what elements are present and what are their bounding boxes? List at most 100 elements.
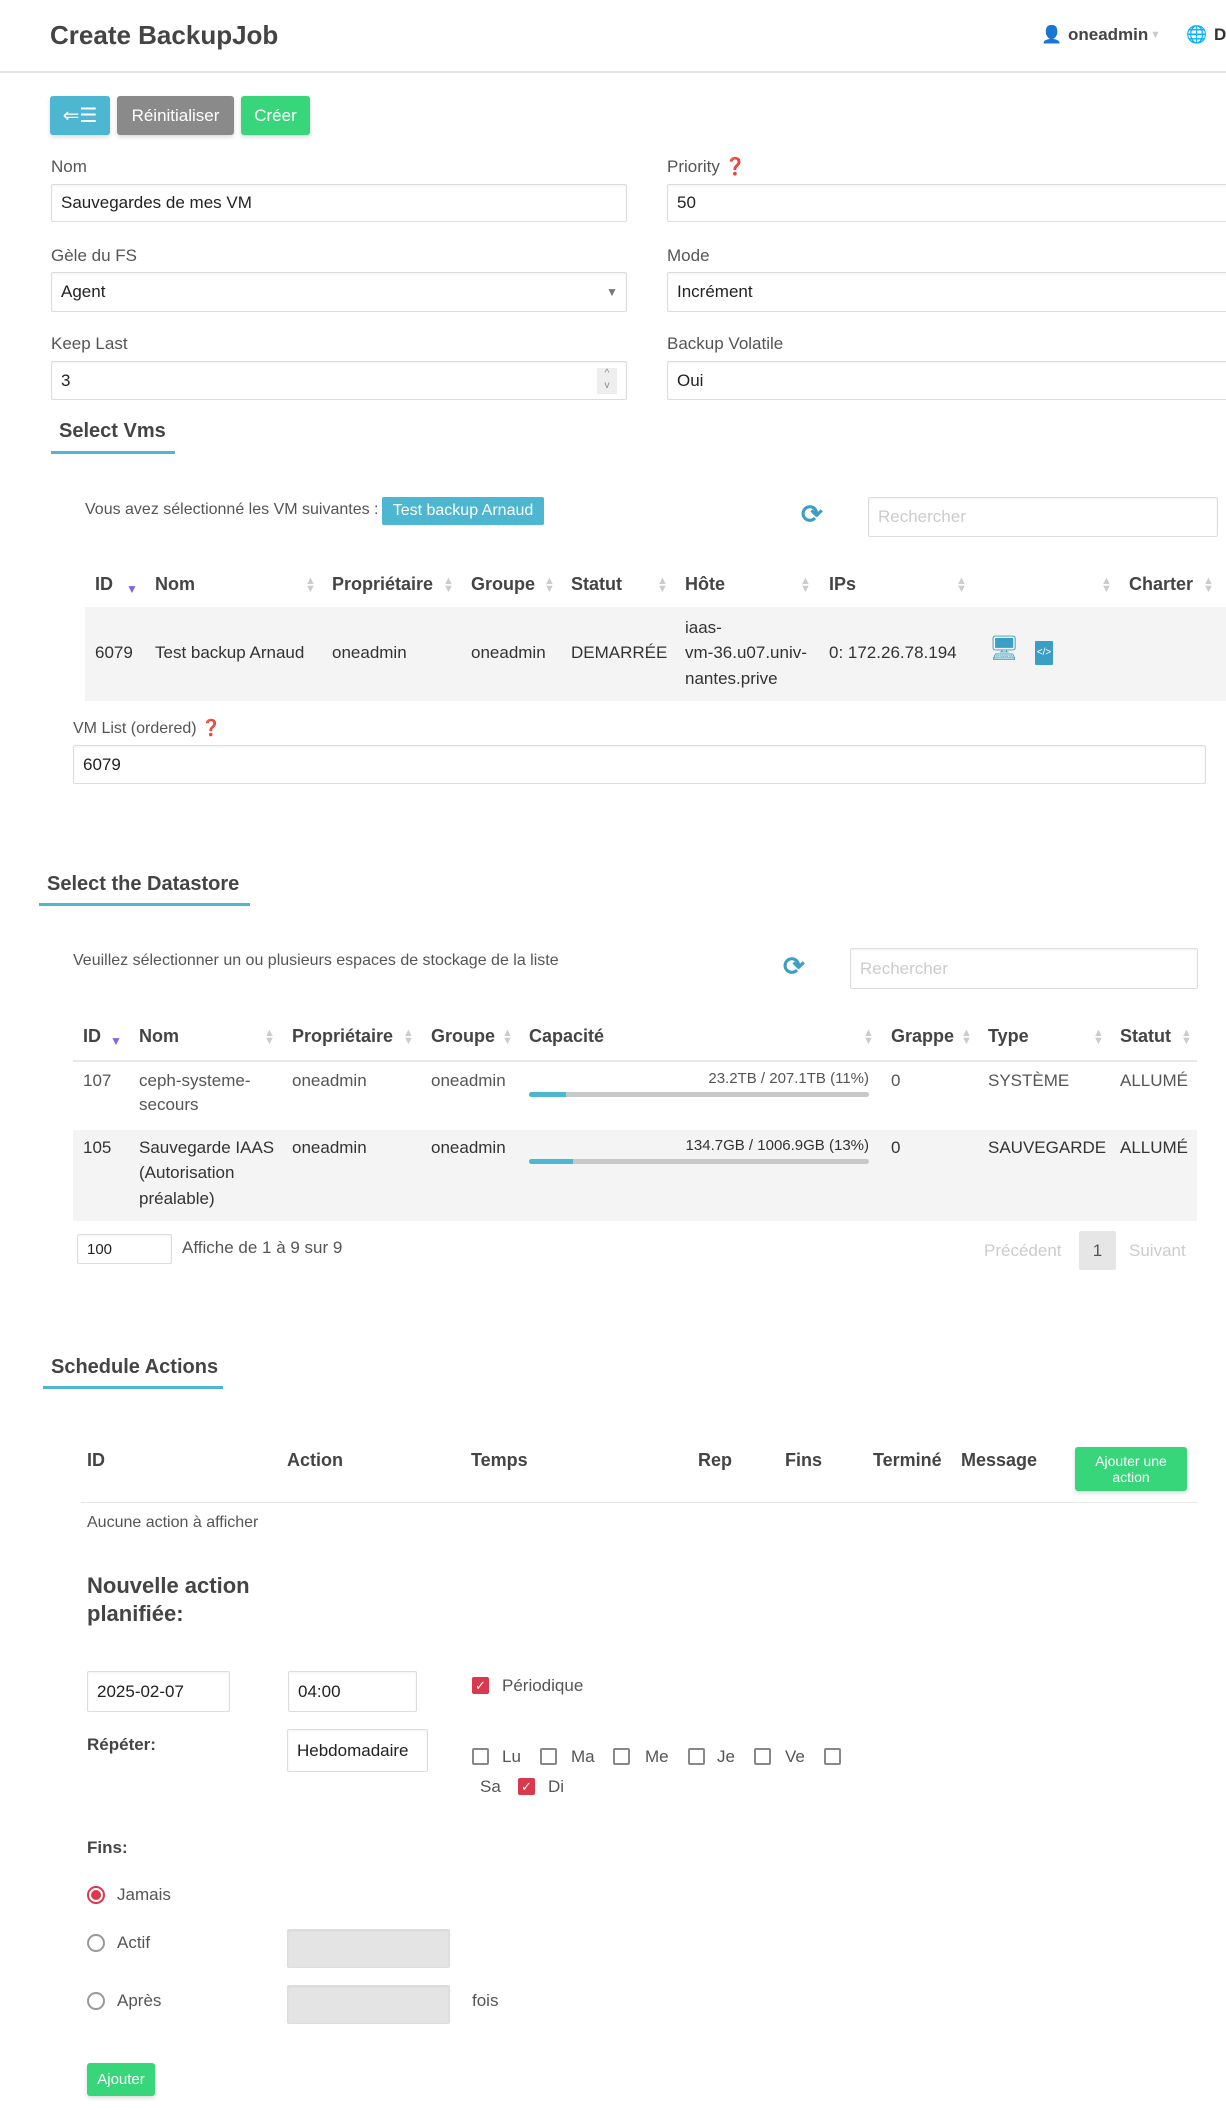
prev-page-button[interactable]: Précédent xyxy=(984,1241,1062,1260)
back-button[interactable]: ⇐☰ xyxy=(50,96,110,135)
help-icon[interactable]: ❓ xyxy=(724,157,746,176)
empty-message: Aucune action à afficher xyxy=(87,1514,259,1531)
section-underline xyxy=(43,1386,223,1389)
vm-list-input[interactable]: 6079 xyxy=(73,745,1206,784)
ds-name-line: préalable) xyxy=(139,1189,215,1208)
refresh-icon[interactable]: ⟳ xyxy=(783,951,805,981)
col-capacity[interactable]: Capacité xyxy=(529,1026,605,1046)
day-checkbox-ma[interactable] xyxy=(540,1748,557,1765)
col-message: Message xyxy=(961,1450,1038,1470)
schedule-section-title: Schedule Actions xyxy=(51,1356,219,1378)
divider xyxy=(73,1060,1197,1062)
ds-capacity-text: 134.7GB / 1006.9GB (13%) xyxy=(685,1137,869,1154)
nom-input[interactable]: Sauvegardes de mes VM xyxy=(51,184,627,222)
sort-desc-icon: ▼ xyxy=(110,1034,122,1048)
ds-cluster: 0 xyxy=(891,1138,901,1157)
mode-select[interactable]: Incrément xyxy=(667,272,1226,312)
ends-after-radio[interactable] xyxy=(87,1992,105,2010)
add-action-label: action xyxy=(1112,1469,1150,1485)
col-group[interactable]: Groupe xyxy=(431,1026,496,1046)
priority-input[interactable]: 50 xyxy=(667,184,1226,222)
add-schedule-button[interactable]: Ajouter xyxy=(87,2063,155,2096)
periodic-checkbox[interactable]: ✓ xyxy=(472,1677,489,1694)
col-id: ID xyxy=(87,1450,105,1470)
col-id[interactable]: ID xyxy=(95,574,113,594)
day-label: Ve xyxy=(785,1747,805,1766)
day-checkbox-je[interactable] xyxy=(688,1748,705,1765)
sort-icon: ▲ ▼ xyxy=(403,1027,414,1047)
vm-id: 6079 xyxy=(95,643,133,662)
col-host[interactable]: Hôte xyxy=(685,574,725,594)
chevron-down-icon: ▼ xyxy=(606,285,618,299)
page-length-select[interactable]: 100 xyxy=(77,1234,172,1264)
selected-vm-badge[interactable]: Test backup Arnaud xyxy=(382,497,544,525)
day-checkbox-lu[interactable] xyxy=(472,1748,489,1765)
col-owner[interactable]: Propriétaire xyxy=(332,574,434,594)
ds-id: 105 xyxy=(83,1138,112,1157)
ds-name-line: (Autorisation xyxy=(139,1163,235,1182)
col-nom[interactable]: Nom xyxy=(139,1026,179,1046)
next-page-button[interactable]: Suivant xyxy=(1129,1241,1186,1260)
keep-last-input[interactable]: 3 xyxy=(51,361,627,400)
user-icon: 👤 xyxy=(1041,25,1063,44)
create-button[interactable]: Créer xyxy=(241,96,310,135)
ends-on-date-input[interactable] xyxy=(287,1929,450,1968)
code-file-icon[interactable]: </> xyxy=(1035,641,1053,665)
col-nom[interactable]: Nom xyxy=(155,574,195,594)
ds-name-line: Sauvegarde IAAS xyxy=(139,1138,275,1157)
reset-button[interactable]: Réinitialiser xyxy=(117,96,234,135)
col-owner[interactable]: Propriétaire xyxy=(292,1026,394,1046)
user-menu[interactable]: oneadmin xyxy=(1068,25,1149,44)
ds-capacity-text: 23.2TB / 207.1TB (11%) xyxy=(708,1070,869,1087)
nom-label: Nom xyxy=(51,157,87,176)
add-action-button[interactable]: Ajouter une action xyxy=(1075,1447,1187,1491)
fs-freeze-label: Gèle du FS xyxy=(51,246,137,265)
day-label: Di xyxy=(548,1777,565,1796)
sort-icon: ▲ ▼ xyxy=(800,575,811,595)
col-status[interactable]: Statut xyxy=(571,574,622,594)
globe-icon[interactable]: 🌐 xyxy=(1186,25,1208,44)
refresh-icon[interactable]: ⟳ xyxy=(801,499,823,529)
ds-owner: oneadmin xyxy=(292,1071,367,1090)
ds-group: oneadmin xyxy=(431,1138,506,1157)
ends-never-radio[interactable] xyxy=(87,1886,105,1904)
col-charter[interactable]: Charter xyxy=(1129,574,1194,594)
backup-volatile-select[interactable]: Oui xyxy=(667,361,1226,400)
datastore-search-input[interactable]: Rechercher xyxy=(850,948,1198,989)
col-type[interactable]: Type xyxy=(988,1026,1029,1046)
times-label: fois xyxy=(472,1991,499,2010)
day-checkbox-sa[interactable] xyxy=(824,1748,841,1765)
col-status[interactable]: Statut xyxy=(1120,1026,1171,1046)
table-row[interactable] xyxy=(73,1130,1197,1221)
help-icon[interactable]: ❓ xyxy=(201,720,221,737)
col-cluster[interactable]: Grappe xyxy=(891,1026,955,1046)
repeat-select[interactable]: Hebdomadaire xyxy=(287,1729,428,1772)
vms-search-input[interactable]: Rechercher xyxy=(868,497,1218,537)
col-id[interactable]: ID xyxy=(83,1026,101,1046)
language-menu[interactable]: D xyxy=(1214,25,1226,44)
sort-icon: ▲ ▼ xyxy=(657,575,668,595)
monitor-icon[interactable]: 🖥 xyxy=(989,635,1020,662)
col-ips[interactable]: IPs xyxy=(829,574,857,594)
vm-status: DEMARRÉE xyxy=(571,643,668,662)
ds-type: SAUVEGARDE xyxy=(988,1138,1107,1157)
fs-freeze-select[interactable]: Agent xyxy=(51,272,627,312)
date-input[interactable]: 2025-02-07 xyxy=(87,1671,230,1712)
time-input[interactable]: 04:00 xyxy=(288,1671,417,1712)
mode-label: Mode xyxy=(667,246,710,265)
day-checkbox-ve[interactable] xyxy=(754,1748,771,1765)
sort-icon: ▲ ▼ xyxy=(264,1027,275,1047)
col-group[interactable]: Groupe xyxy=(471,574,536,594)
day-checkbox-me[interactable] xyxy=(613,1748,630,1765)
spinner-icon[interactable]: ^ v xyxy=(597,368,617,394)
ends-after-count-input[interactable] xyxy=(287,1985,450,2024)
ends-on-radio[interactable] xyxy=(87,1934,105,1952)
top-header: Create BackupJob 👤 oneadmin ▼ 🌐 D xyxy=(0,0,1226,73)
table-info: Affiche de 1 à 9 sur 9 xyxy=(182,1238,343,1257)
vm-host-line: nantes.prive xyxy=(685,669,778,688)
ends-option-label: Après xyxy=(117,1991,162,2010)
day-label: Me xyxy=(645,1747,669,1766)
day-checkbox-di[interactable]: ✓ xyxy=(518,1778,535,1795)
page-1-button[interactable]: 1 xyxy=(1079,1231,1116,1270)
repeat-label: Répéter: xyxy=(87,1735,156,1754)
